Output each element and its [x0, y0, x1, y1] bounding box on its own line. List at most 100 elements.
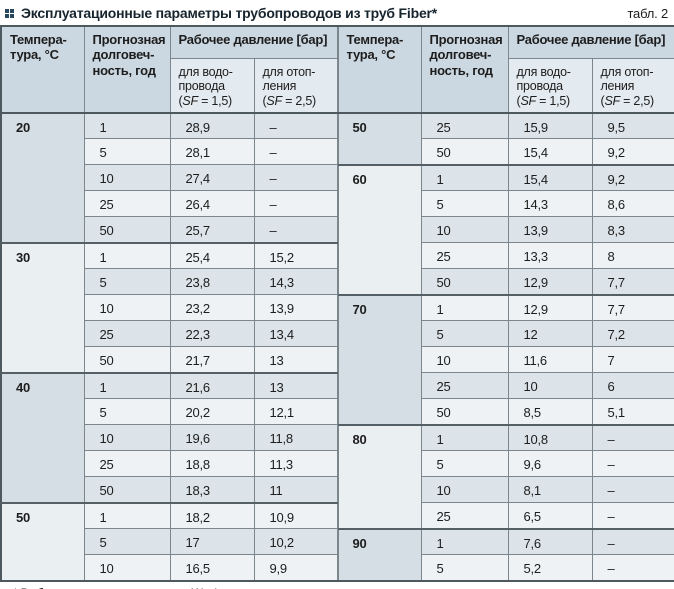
table-row: 5 5,2–: [338, 554, 674, 582]
table-row: 10 27,4–: [1, 164, 338, 192]
durability-cell: 50: [83, 216, 171, 244]
water-pressure-cell: 15,9: [507, 111, 593, 140]
durability-cell: 5: [83, 398, 171, 426]
col-header-durability: Прогнозная долговеч- ность, год: [420, 25, 509, 114]
table-row: 50 25 15,9 9,5: [337, 111, 674, 166]
heating-pressure-cell: –: [591, 423, 674, 452]
temperature-cell: 70: [337, 293, 422, 426]
water-pressure-cell: 26,4: [169, 190, 255, 218]
heating-pressure-cell: 9,5: [591, 111, 674, 140]
heating-pressure-cell: 7,7: [591, 268, 674, 296]
heating-pressure-cell: 12,1: [253, 398, 338, 426]
water-pressure-cell: 15,4: [507, 138, 593, 166]
table-row: 10 19,6 11,8: [1, 424, 338, 452]
water-pressure-cell: 20,2: [169, 398, 255, 426]
durability-cell: 5: [83, 268, 171, 296]
table-row: 25 13,3 8: [338, 242, 674, 270]
durability-cell: 10: [83, 294, 171, 322]
heating-pressure-cell: –: [253, 138, 338, 166]
heating-pressure-cell: 6: [591, 372, 674, 400]
table-row: 10 11,6 7: [338, 346, 674, 374]
water-pressure-cell: 14,3: [507, 190, 593, 218]
table-row: 25 22,3 13,4: [1, 320, 338, 348]
heating-pressure-cell: 13,4: [253, 320, 338, 348]
table-row: 5 12 7,2: [338, 320, 674, 348]
durability-cell: 50: [83, 346, 171, 374]
table-row: 5 9,6–: [338, 450, 674, 478]
durability-cell: 25: [83, 190, 171, 218]
durability-cell: 5: [420, 190, 509, 218]
water-pressure-cell: 11,6: [507, 346, 593, 374]
heating-pressure-cell: 15,2: [253, 241, 338, 270]
heating-pressure-cell: 9,2: [591, 163, 674, 192]
heating-pressure-cell: –: [591, 502, 674, 530]
water-pressure-cell: 18,8: [169, 450, 255, 478]
heating-pressure-cell: 10,9: [253, 501, 338, 530]
table-row: 70 1 12,9 7,7: [337, 293, 674, 426]
table-row: 30 1 25,4 15,2: [0, 241, 338, 374]
heating-pressure-cell: 13,9: [253, 294, 338, 322]
durability-cell: 50: [420, 398, 509, 426]
col-header-durability: Прогнозная долговеч- ность, год: [83, 25, 171, 114]
table-number-label: табл. 2: [627, 5, 668, 21]
water-pressure-cell: 9,6: [507, 450, 593, 478]
durability-cell: 25: [420, 372, 509, 400]
table-row: 50 18,3 11: [1, 476, 338, 504]
water-pressure-cell: 23,2: [169, 294, 255, 322]
durability-cell: 1: [83, 371, 171, 400]
heating-pressure-cell: 5,1: [591, 398, 674, 426]
table-row: 25 10 6: [338, 372, 674, 400]
water-pressure-cell: 27,4: [169, 164, 255, 192]
col-header-temperature: Темпера- тура, °С: [0, 25, 85, 114]
table-header: Темпера- тура, °С Прогнозная долговеч- н…: [0, 25, 338, 114]
durability-cell: 25: [420, 502, 509, 530]
heating-pressure-cell: 8: [591, 242, 674, 270]
table-header: Темпера- тура, °С Прогнозная долговеч- н…: [337, 25, 674, 114]
table-row: 25 26,4–: [1, 190, 338, 218]
table-row: 20 1 28,9–: [0, 111, 338, 244]
water-pressure-cell: 18,2: [169, 501, 255, 530]
heating-pressure-cell: 10,2: [253, 528, 338, 556]
durability-cell: 5: [420, 320, 509, 348]
table-body-right: 50 25 15,9 9,5 50 15,4 9,2 60 1 15,4 9,2 5 14,3 8,6 10…: [337, 111, 674, 582]
water-pressure-cell: 17: [169, 528, 255, 556]
table-row: 10 13,9 8,3: [338, 216, 674, 244]
table-row: 5 23,8 14,3: [1, 268, 338, 296]
temperature-cell: 40: [0, 371, 85, 504]
parameters-table: Темпера- тура, °С Прогнозная долговеч- н…: [0, 25, 674, 582]
temperature-cell: 30: [0, 241, 85, 374]
durability-cell: 5: [420, 554, 509, 582]
durability-cell: 10: [420, 346, 509, 374]
durability-cell: 25: [420, 111, 509, 140]
heating-pressure-cell: 11,8: [253, 424, 338, 452]
table-row: 50 21,7 13: [1, 346, 338, 374]
table-row: 10 23,2 13,9: [1, 294, 338, 322]
table-row: 50 25,7–: [1, 216, 338, 244]
water-pressure-cell: 15,4: [507, 163, 593, 192]
durability-cell: 10: [83, 164, 171, 192]
heating-pressure-cell: 7,7: [591, 293, 674, 322]
temperature-cell: 20: [0, 111, 85, 244]
heating-pressure-cell: –: [591, 527, 674, 556]
durability-cell: 50: [420, 138, 509, 166]
heating-pressure-cell: –: [253, 111, 338, 140]
heating-pressure-cell: –: [591, 476, 674, 504]
title-bar: Эксплуатационные параметры трубопроводов…: [0, 0, 674, 25]
table-row: 25 18,8 11,3: [1, 450, 338, 478]
table-left-half: Темпера- тура, °С Прогнозная долговеч- н…: [0, 25, 338, 582]
table-row: 5 17 10,2: [1, 528, 338, 556]
heating-pressure-cell: 13: [253, 371, 338, 400]
water-pressure-cell: 28,9: [169, 111, 255, 140]
durability-cell: 10: [420, 216, 509, 244]
durability-cell: 50: [420, 268, 509, 296]
table-row: 60 1 15,4 9,2: [337, 163, 674, 296]
durability-cell: 10: [83, 554, 171, 582]
water-pressure-cell: 13,3: [507, 242, 593, 270]
table-body-left: 20 1 28,9–5 28,1–10 27,4–25 26,4–50 25,7–30 1 25…: [0, 111, 338, 582]
durability-cell: 50: [83, 476, 171, 504]
durability-cell: 1: [420, 293, 509, 322]
water-pressure-cell: 21,6: [169, 371, 255, 400]
heating-pressure-cell: 9,9: [253, 554, 338, 582]
heating-pressure-cell: –: [591, 450, 674, 478]
heating-pressure-cell: 11: [253, 476, 338, 504]
